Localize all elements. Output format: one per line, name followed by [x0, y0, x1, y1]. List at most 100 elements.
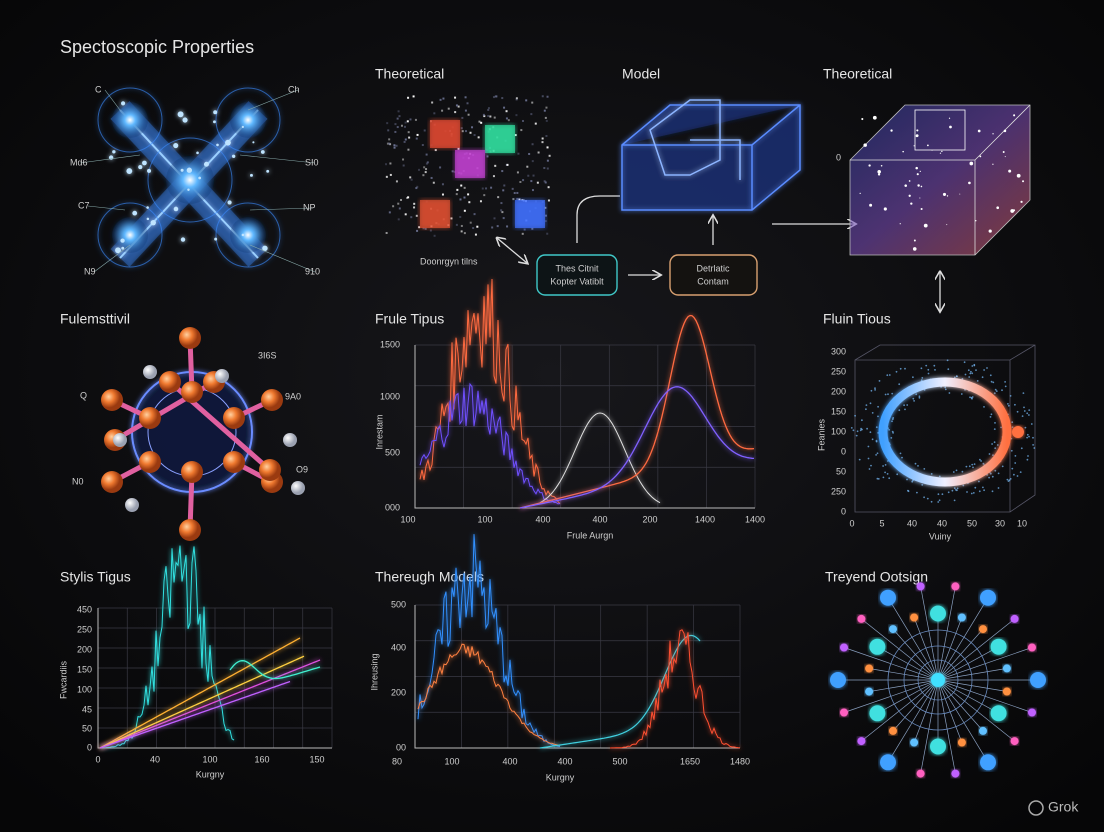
voxel: [396, 117, 399, 120]
dot: [870, 389, 873, 392]
sparkle: [883, 207, 887, 211]
label: NP: [303, 202, 316, 212]
dot: [964, 373, 967, 376]
dot: [871, 438, 874, 441]
sparkle: [868, 164, 871, 167]
voxel: [409, 118, 412, 121]
label: 50: [967, 518, 977, 528]
node: [957, 613, 966, 622]
atom: [259, 459, 281, 481]
dot: [865, 408, 867, 411]
voxel: [404, 121, 407, 124]
sparkle: [949, 125, 952, 129]
curve: [99, 545, 235, 749]
dot: [956, 487, 959, 490]
voxel: [441, 183, 444, 186]
label: 400: [391, 642, 406, 652]
voxel: [404, 138, 407, 141]
label: Vuiny: [929, 531, 952, 541]
node: [889, 726, 897, 735]
sparkle: [916, 173, 919, 176]
label: 1480: [730, 756, 750, 766]
dot: [907, 489, 909, 492]
dot: [869, 431, 872, 434]
orbit: [903, 645, 973, 715]
atom: [230, 102, 266, 138]
edge: [937, 647, 1033, 681]
dot: [997, 487, 1000, 489]
dot: [968, 376, 971, 378]
sparkle: [877, 173, 881, 176]
dot: [968, 465, 971, 468]
dot: [965, 465, 968, 468]
dot: [1026, 412, 1029, 415]
particle: [203, 161, 209, 167]
node: [1002, 664, 1011, 673]
sparkle: [880, 164, 883, 167]
dot: [1023, 406, 1025, 409]
edge: [887, 679, 939, 763]
voxel: [460, 127, 463, 130]
dot: [866, 427, 868, 430]
dot: [891, 418, 894, 421]
particle: [120, 238, 125, 243]
dot: [918, 396, 921, 399]
dot: [899, 367, 902, 370]
label: 40: [937, 518, 947, 528]
voxel: [464, 96, 467, 99]
voxel: [463, 196, 466, 199]
voxel: [410, 216, 413, 219]
flow-box: [536, 254, 618, 296]
particle: [146, 206, 149, 209]
dot: [994, 447, 997, 450]
voxel: [500, 202, 503, 205]
label: 150: [77, 664, 92, 674]
leader: [247, 89, 299, 111]
voxel: [544, 206, 547, 209]
label: Frule Tipus: [375, 311, 444, 327]
label: 200: [77, 644, 92, 654]
voxel: [394, 130, 397, 133]
particle: [198, 176, 202, 180]
dot: [927, 368, 930, 371]
curve: [417, 643, 561, 746]
edge: [877, 646, 939, 681]
voxel: [494, 164, 497, 167]
label: C7: [78, 200, 90, 210]
voxel: [491, 226, 494, 229]
dot: [973, 463, 976, 465]
cube-front: [849, 104, 1031, 256]
voxel: [422, 174, 425, 177]
dot: [937, 493, 940, 496]
curve: [99, 655, 305, 749]
voxel: [416, 185, 419, 188]
dot: [961, 470, 964, 473]
voxel: [459, 215, 462, 218]
voxel: [400, 124, 403, 127]
sparkle: [919, 170, 921, 172]
dot: [1009, 395, 1012, 397]
voxel: [421, 144, 424, 147]
label: 150: [831, 406, 846, 416]
sparkle: [1013, 114, 1016, 117]
label: Contam: [697, 276, 729, 286]
voxel: [506, 163, 509, 166]
node: [1002, 687, 1011, 696]
node: [865, 687, 874, 696]
node: [910, 613, 919, 622]
label: 100: [202, 754, 217, 764]
dot: [991, 490, 994, 493]
edge: [843, 679, 939, 713]
atom: [215, 369, 229, 383]
label: 0: [849, 518, 854, 528]
sparkle: [942, 192, 947, 196]
voxel: [541, 141, 544, 144]
voxel: [422, 227, 425, 230]
sparkle: [908, 180, 911, 182]
voxel: [548, 154, 551, 157]
label: 500: [391, 599, 406, 609]
voxel: [425, 162, 428, 165]
label: 0: [87, 742, 92, 752]
flow-arrows: [497, 195, 940, 311]
label: 80: [392, 756, 402, 766]
